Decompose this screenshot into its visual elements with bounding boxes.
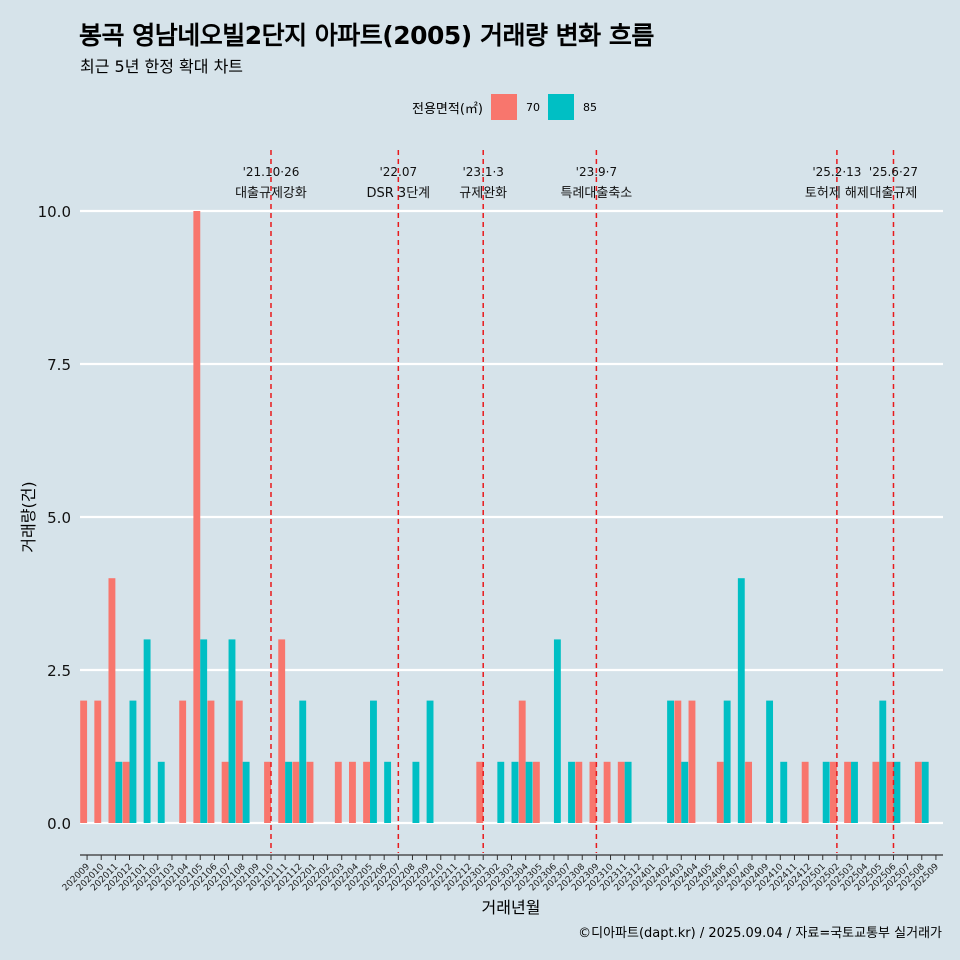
bar-85-202208 <box>412 761 420 823</box>
event-date-label: '23.9·7 <box>576 165 617 179</box>
event-label: 토허제 해제 <box>805 186 869 201</box>
event-date-label: '23.1·3 <box>462 165 503 179</box>
bar-85-202306 <box>553 639 561 823</box>
events-layer: '21.10·26 대출규제강화 '22.07 DSR 3단계 '23.1·3 규제완화 '… <box>235 150 918 853</box>
y-tick-label: 10.0 <box>38 203 71 221</box>
bar-85-202409 <box>766 700 774 823</box>
bars-layer <box>80 211 929 823</box>
bar-70-202404 <box>688 700 696 823</box>
event-date-label: '21.10·26 <box>243 165 300 179</box>
bar-70-202106 <box>207 700 215 823</box>
bar-70-202508 <box>914 761 922 823</box>
bar-85-202012 <box>129 700 137 823</box>
y-axis-title: 거래량(건) <box>19 481 38 552</box>
bar-70-202011 <box>108 578 116 823</box>
bar-85-202506 <box>893 761 901 823</box>
bar-70-202308 <box>575 761 583 823</box>
bar-70-202010 <box>94 700 102 823</box>
bar-70-202310 <box>603 761 611 823</box>
bar-70-202204 <box>349 761 356 823</box>
y-tick-label: 5.0 <box>47 509 71 527</box>
bar-85-202105 <box>200 639 208 823</box>
legend-label-85: 85 <box>582 100 597 114</box>
bar-70-202309 <box>589 761 597 823</box>
bar-85-202402 <box>667 700 674 823</box>
bar-70-202012 <box>122 761 130 823</box>
bar-85-202108 <box>242 761 250 823</box>
legend-swatch-85 <box>547 94 574 120</box>
bar-70-202505 <box>872 761 880 823</box>
y-tick-label: 2.5 <box>47 662 71 680</box>
bar-70-202205 <box>363 761 371 823</box>
bar-85-202410 <box>780 761 788 823</box>
bar-85-202508 <box>921 761 929 823</box>
bar-70-202502 <box>830 761 837 823</box>
event-label: 대출규제 <box>870 186 918 201</box>
bar-85-202112 <box>299 700 307 823</box>
bar-70-202406 <box>716 761 724 823</box>
event-label: 대출규제강화 <box>235 186 307 201</box>
bar-85-202311 <box>624 761 632 823</box>
bar-85-202102 <box>157 761 165 823</box>
bar-70-202503 <box>844 761 852 823</box>
bar-70-202107 <box>221 761 229 823</box>
bar-70-202408 <box>745 761 753 823</box>
y-tick-label: 0.0 <box>47 815 71 833</box>
bar-85-202011 <box>115 761 123 823</box>
event-date-label: '22.07 <box>379 165 417 179</box>
bar-85-202107 <box>228 639 236 823</box>
bar-70-202203 <box>334 761 342 823</box>
bar-70-202412 <box>801 761 809 823</box>
bar-70-202301 <box>476 761 484 823</box>
bar-85-202307 <box>568 761 575 823</box>
bar-85-202403 <box>681 761 689 823</box>
bar-70-202403 <box>674 700 682 823</box>
bar-85-202501 <box>822 761 830 823</box>
bar-70-202108 <box>235 700 243 823</box>
bar-85-202205 <box>370 700 377 823</box>
bar-85-202101 <box>143 639 151 823</box>
legend-label-70: 70 <box>525 100 540 114</box>
event-date-label: '25.2·13 <box>812 165 861 179</box>
chart-subtitle: 최근 5년 한정 확대 차트 <box>80 57 244 76</box>
event-label: DSR 3단계 <box>367 186 431 201</box>
bar-70-202110 <box>264 761 271 823</box>
bar-85-202407 <box>737 578 745 823</box>
bar-70-202506 <box>886 761 894 823</box>
bar-70-202311 <box>617 761 625 823</box>
bar-70-202104 <box>179 700 187 823</box>
bar-85-202111 <box>285 761 293 823</box>
bar-70-202305 <box>532 761 540 823</box>
bar-70-202111 <box>278 639 286 823</box>
legend-title: 전용면적(㎡) <box>412 101 483 117</box>
bar-70-202304 <box>518 700 526 823</box>
y-tick-label: 7.5 <box>47 356 71 374</box>
legend-swatch-70 <box>490 94 517 120</box>
event-date-label: '25.6·27 <box>869 165 918 179</box>
event-label: 특례대출축소 <box>561 186 633 201</box>
bar-70-202105 <box>193 211 201 823</box>
x-axis-title: 거래년월 <box>482 898 541 917</box>
bar-85-202503 <box>851 761 858 823</box>
source-caption: ©디아파트(dapt.kr) / 2025.09.04 / 자료=국토교통부 실… <box>578 926 942 941</box>
bar-70-202009 <box>80 700 88 823</box>
bar-85-202304 <box>525 761 533 823</box>
bar-85-202303 <box>511 761 519 823</box>
bar-70-202201 <box>306 761 314 823</box>
bar-85-202209 <box>426 700 434 823</box>
legend: 전용면적(㎡) 70 85 <box>412 93 605 121</box>
bar-85-202302 <box>497 761 505 823</box>
bar-85-202505 <box>879 700 887 823</box>
chart-title: 봉곡 영남네오빌2단지 아파트(2005) 거래량 변화 흐름 <box>79 21 654 50</box>
bar-85-202406 <box>723 700 731 823</box>
bar-85-202206 <box>384 761 392 823</box>
event-label: 규제완화 <box>459 186 507 201</box>
bar-70-202112 <box>292 761 300 823</box>
